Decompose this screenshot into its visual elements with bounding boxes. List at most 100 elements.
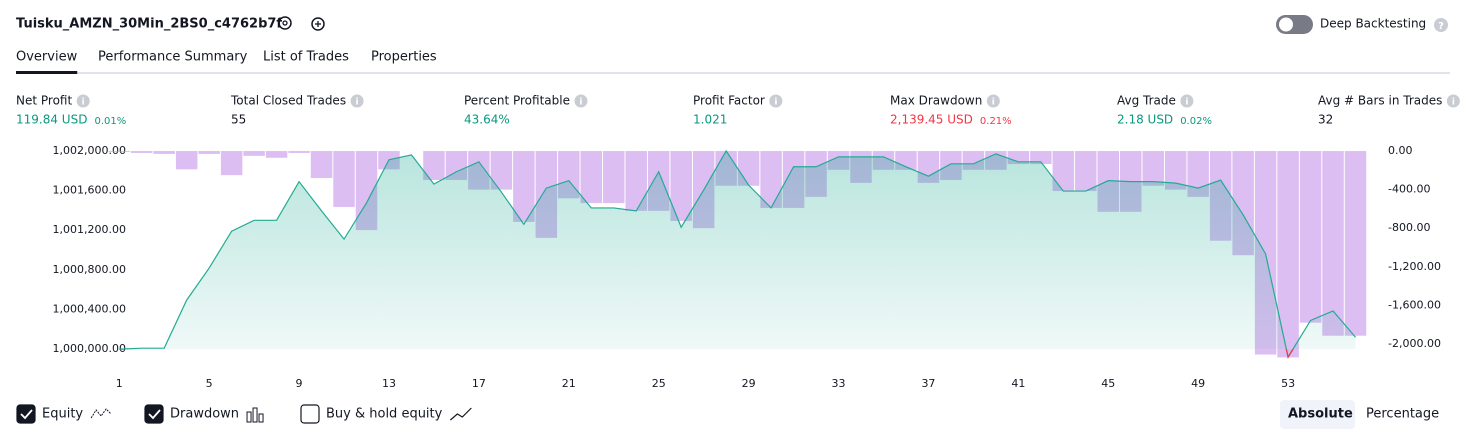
metric-percent: 0.02% (1180, 116, 1212, 127)
drawdown-bar (1344, 151, 1367, 336)
drawdown-bar (760, 151, 782, 208)
x-tick-label: 25 (652, 377, 666, 390)
y2-tick-label: -1,600.00 (1388, 298, 1441, 311)
drawdown-bar (1142, 151, 1164, 186)
drawdown-bar (625, 151, 647, 211)
x-tick-label: 33 (832, 377, 846, 390)
info-icon[interactable] (1180, 94, 1194, 108)
legend-label[interactable]: Equity (42, 407, 83, 422)
tab[interactable]: List of Trades (263, 50, 349, 65)
active-tab-underline (16, 71, 78, 74)
info-icon-glyph: i (579, 98, 582, 108)
drawdown-bar (670, 151, 692, 221)
drawdown-bar (333, 151, 355, 207)
scale-mode[interactable]: Percentage (1366, 407, 1439, 422)
scale-mode[interactable]: Absolute (1288, 407, 1353, 422)
checkmark (20, 409, 33, 420)
x-tick-label: 1 (116, 377, 123, 390)
tabs: Overview Performance Summary List of Trade… (16, 50, 437, 74)
drawdown-bar (603, 151, 625, 204)
drawdown-bar (108, 151, 130, 152)
info-icon-glyph: i (1452, 98, 1455, 108)
checkbox[interactable] (300, 404, 320, 424)
chart: 1,000,000.00 1,000,400.00 1,000,800.00 1,00… (53, 144, 1441, 390)
svg-text:?: ? (1438, 21, 1444, 32)
info-icon[interactable] (574, 94, 588, 108)
drawdown-bar (1075, 151, 1097, 192)
drawdown-bar (580, 151, 603, 204)
metric-label: Percent Profitable (464, 94, 570, 108)
help-icon[interactable]: ? (1434, 18, 1448, 32)
drawdown-bar (423, 151, 445, 180)
drawdown-bar (1277, 151, 1299, 358)
settings-icon[interactable] (278, 16, 292, 30)
x-tick-label: 9 (296, 377, 303, 390)
x-tick-label: 41 (1011, 377, 1025, 390)
info-icon[interactable] (350, 94, 364, 108)
drawdown-bar (220, 151, 243, 176)
info-icon-glyph: i (774, 98, 777, 108)
metric-value: 2.18 USD (1117, 113, 1173, 127)
drawdown-bar (310, 151, 333, 179)
checkbox[interactable] (16, 404, 36, 424)
metric-value: 43.64% (464, 113, 510, 127)
info-icon-glyph: i (992, 98, 995, 108)
alert-icon[interactable] (311, 17, 325, 31)
legend-label[interactable]: Drawdown (170, 407, 239, 422)
scale-mode-active-bg (1280, 400, 1355, 429)
y2-tick-label: -1,200.00 (1388, 260, 1441, 273)
y2-tick-label: -400.00 (1388, 183, 1430, 196)
metric-label: Net Profit (16, 94, 72, 108)
metrics: Net Profit i 119.84 USD 0.01% Total Closed T… (16, 94, 1460, 127)
drawdown-bar (243, 151, 265, 156)
info-icon[interactable] (1446, 94, 1460, 108)
drawdown-bar (1322, 151, 1344, 336)
deep-backtesting-toggle[interactable] (1276, 15, 1313, 34)
drawdown-bar (1164, 151, 1187, 190)
y2-tick-label: -800.00 (1388, 221, 1430, 234)
deep-backtesting-label: Deep Backtesting (1320, 17, 1426, 31)
equity-area (119, 150, 1356, 358)
metric-value: 55 (231, 113, 246, 127)
checkmark (148, 409, 161, 420)
tab[interactable]: Performance Summary (98, 50, 248, 65)
metric-value: 1.021 (693, 113, 727, 127)
drawdown-bar (490, 151, 513, 190)
drawdown-bar (288, 151, 310, 153)
metric-value: 32 (1318, 113, 1333, 127)
drawdown-bar (265, 151, 288, 158)
drawdown-legend-icon (258, 413, 264, 423)
legend: Equity Drawdown Buy & hold equity Absolute P… (16, 400, 1439, 429)
metric-label: Total Closed Trades (230, 94, 346, 108)
drawdown-bar (1187, 151, 1209, 197)
tab[interactable]: Properties (371, 50, 437, 65)
equity-line (119, 149, 1356, 359)
metric-label: Profit Factor (693, 94, 765, 108)
checkbox[interactable] (144, 404, 164, 424)
metric-label: Avg Trade (1117, 94, 1176, 108)
legend-label[interactable]: Buy & hold equity (326, 407, 443, 422)
info-icon-glyph: i (356, 98, 359, 108)
buy-hold-legend-icon (449, 407, 472, 421)
drawdown-legend-icon (246, 411, 252, 423)
y2-tick-label: 0.00 (1388, 144, 1413, 157)
y-tick-label: 1,001,600.00 (53, 184, 126, 197)
drawdown-bar (1299, 151, 1322, 323)
x-tick-label: 17 (472, 377, 486, 390)
y-tick-label: 1,001,200.00 (53, 223, 126, 236)
tab[interactable]: Overview (16, 50, 78, 65)
info-icon-glyph: i (82, 98, 85, 108)
x-tick-label: 5 (206, 377, 213, 390)
x-tick-label: 49 (1191, 377, 1205, 390)
y-tick-label: 1,000,000.00 (53, 342, 126, 355)
info-icon[interactable] (76, 94, 90, 108)
metric-percent: 0.21% (980, 116, 1012, 127)
drawdown-bar (1030, 151, 1052, 165)
strategy-title: Tuisku_AMZN_30Min_2BS0_c4762b7f (16, 17, 282, 32)
drawdown-bar (513, 151, 535, 222)
drawdown-bar (175, 151, 198, 170)
info-icon[interactable] (986, 94, 1000, 108)
info-icon[interactable] (769, 94, 783, 108)
